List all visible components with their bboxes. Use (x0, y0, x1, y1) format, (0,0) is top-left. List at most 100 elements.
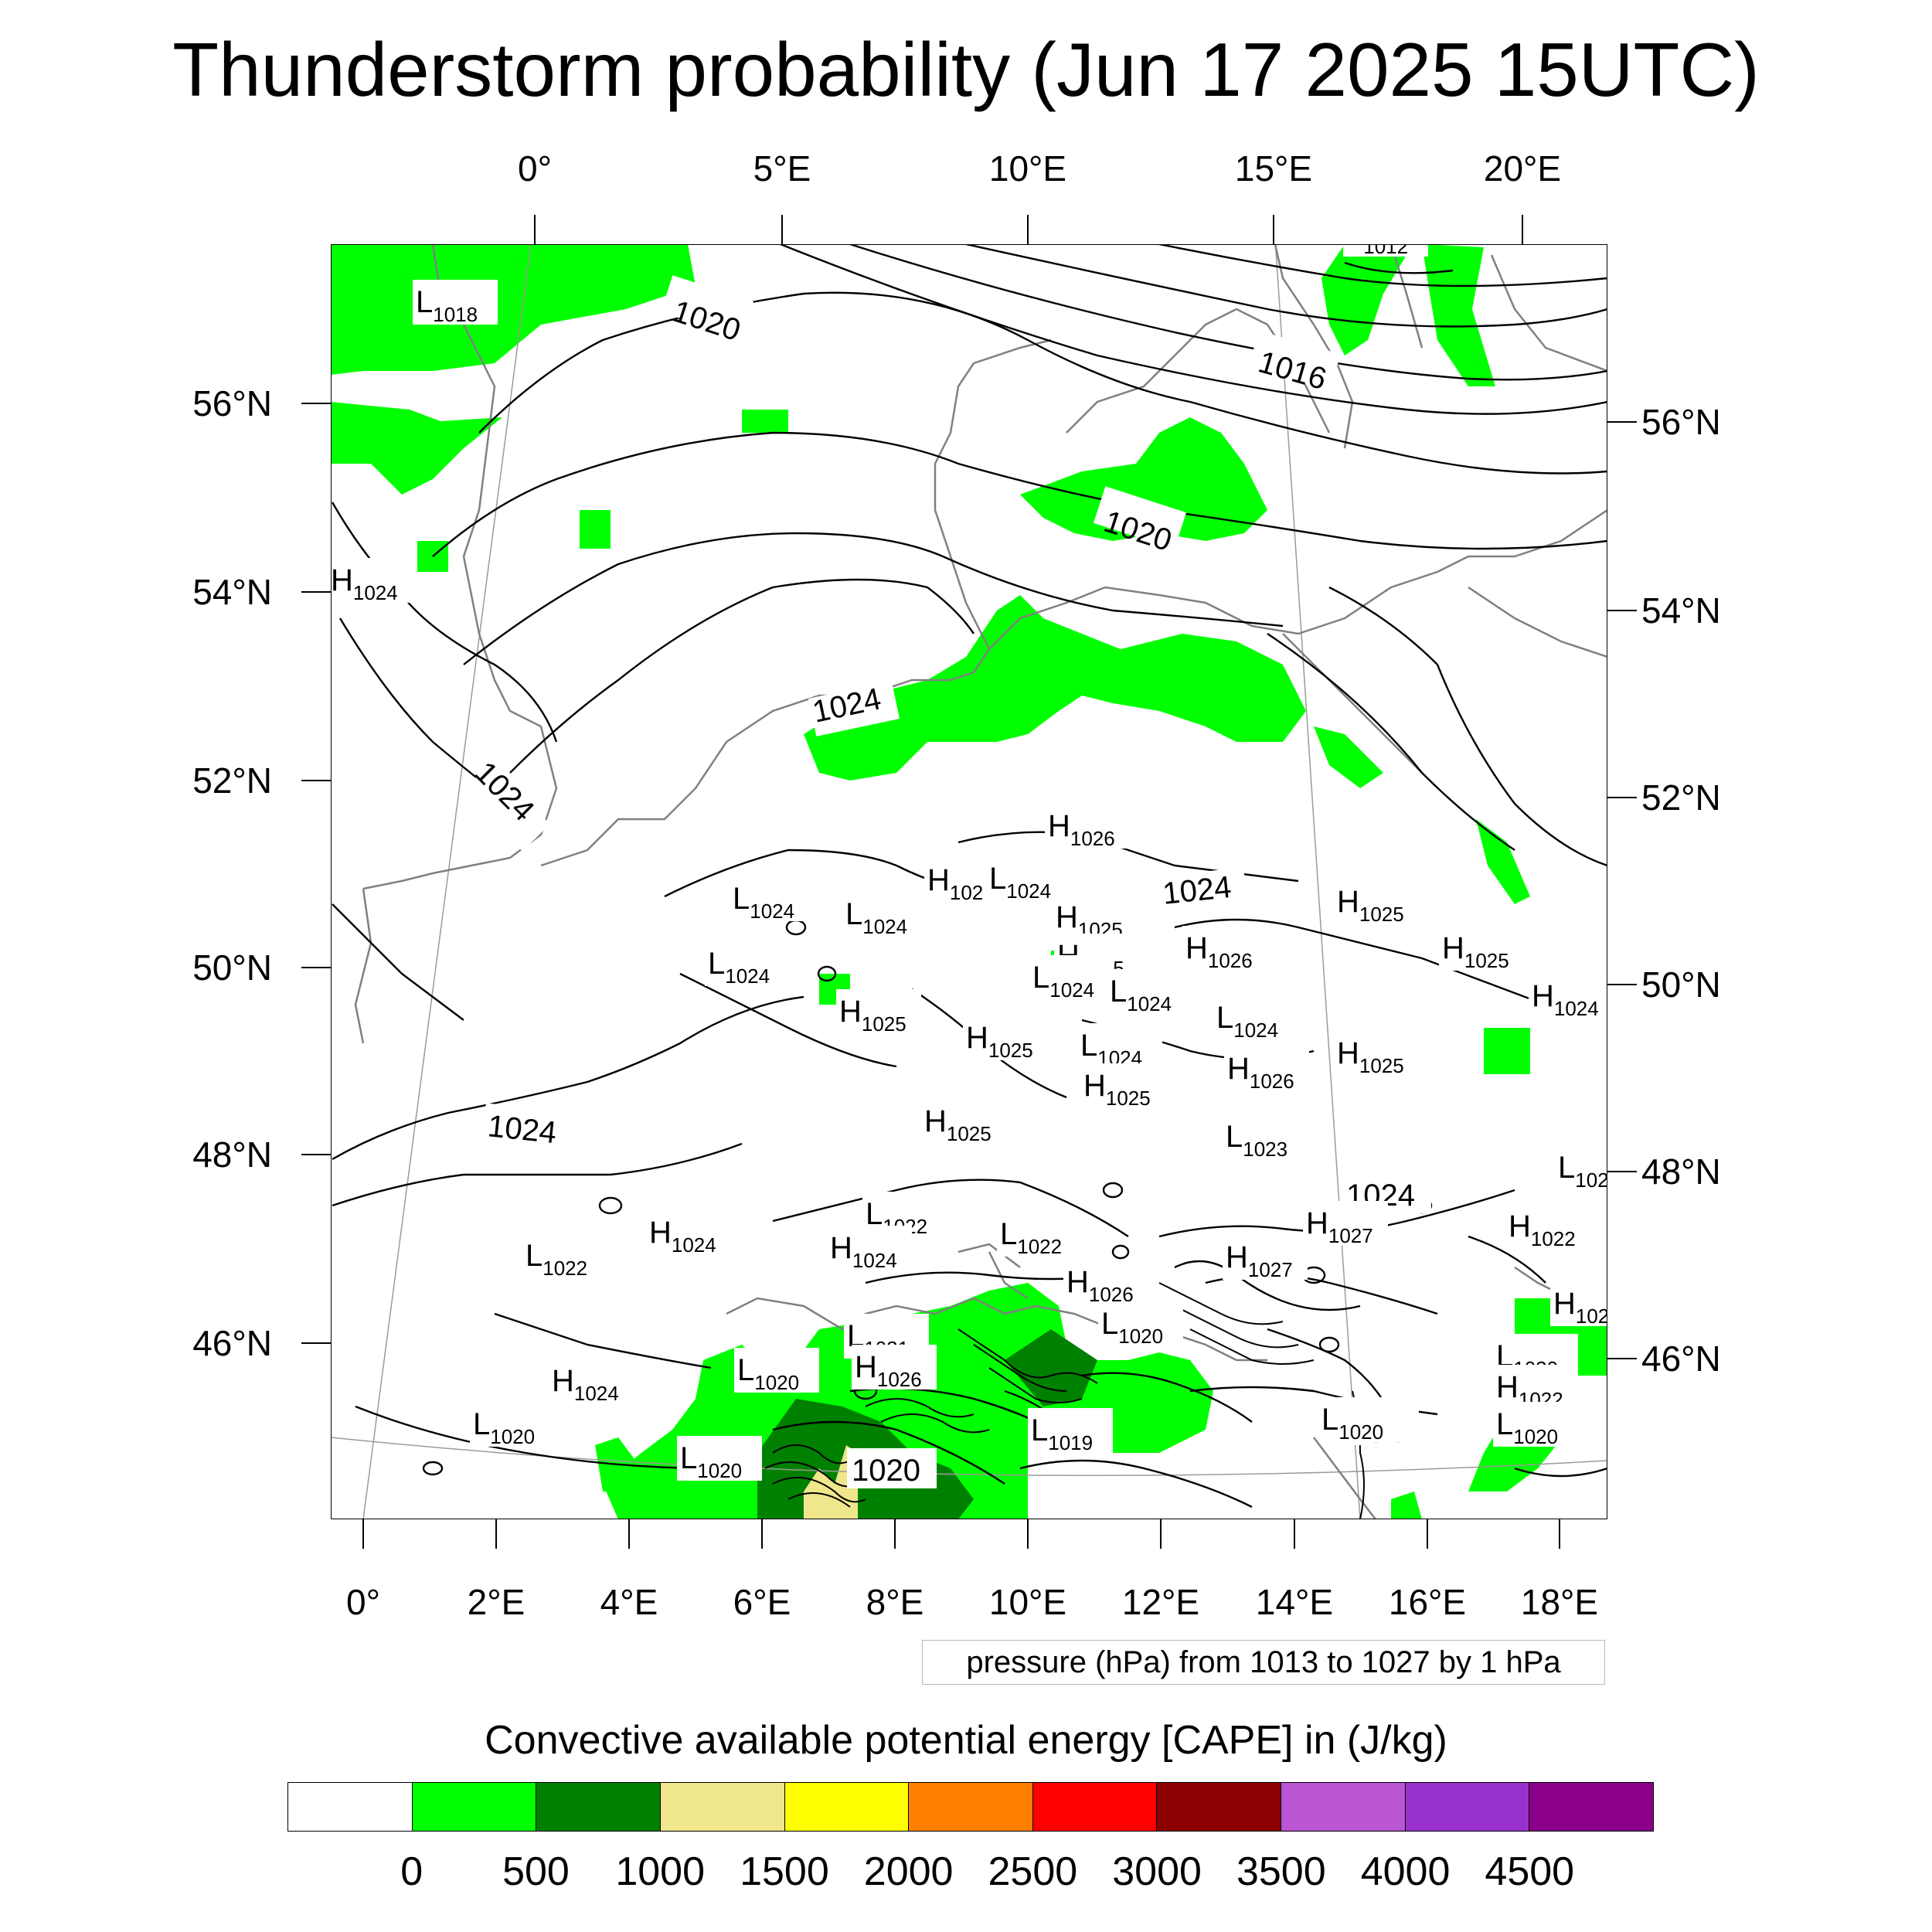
high-pressure-center: H1024 (1529, 974, 1607, 1020)
top-lon-label: 15°E (1234, 148, 1313, 189)
low-pressure-center: L1020 (1318, 1397, 1403, 1444)
left-lat-label: 50°N (192, 947, 272, 988)
high-pressure-center: H1025 (1334, 879, 1419, 926)
low-pressure-center: L1022 (997, 1212, 1082, 1258)
high-pressure-center: H1024 (549, 1359, 634, 1405)
low-pressure-center: L1020 (1098, 1301, 1183, 1348)
contour-interval-note: pressure (hPa) from 1013 to 1027 by 1 hP… (922, 1640, 1605, 1685)
isobar-label: 1024 (486, 1109, 558, 1150)
cape-area (1484, 1028, 1530, 1074)
bottom-lon-label: 0° (346, 1582, 380, 1622)
low-pressure-center: L1020 (734, 1348, 819, 1394)
bottom-lon-label: 12°E (1121, 1582, 1200, 1622)
high-pressure-center: H1024 (646, 1210, 731, 1257)
low-pressure-center: L102 (1555, 1145, 1607, 1192)
top-lon-label: 5°E (753, 148, 811, 189)
bottom-lon-label: 18°E (1520, 1582, 1599, 1622)
cape-area (1391, 1492, 1422, 1519)
right-lat-label: 50°N (1641, 964, 1721, 1005)
bottom-lon-label: 4°E (600, 1582, 658, 1622)
cape-area (742, 410, 788, 433)
right-lat-label: 56°N (1641, 402, 1721, 442)
left-lat-label: 54°N (192, 572, 272, 612)
pressure-center-label: L1012 (1346, 217, 1408, 258)
colorbar-swatch (1157, 1783, 1282, 1831)
cape-area (1020, 417, 1267, 541)
colorbar-tick-label: 2500 (988, 1849, 1078, 1894)
isobar-label: 1020 (852, 1454, 920, 1488)
colorbar-swatch (1281, 1783, 1406, 1831)
cape-area (331, 244, 696, 375)
low-pressure-center: L1024 (986, 856, 1071, 903)
colorbar-swatch (536, 1783, 661, 1831)
top-lon-label: 10°E (988, 148, 1067, 189)
cape-area (1321, 244, 1406, 355)
left-lat-label: 52°N (192, 760, 272, 801)
left-lat-label: 48°N (192, 1134, 272, 1175)
bottom-lon-label: 16°E (1388, 1582, 1467, 1622)
high-pressure-center: H1025 (1334, 1031, 1419, 1077)
colorbar-tick-label: 2000 (863, 1849, 954, 1894)
low-pressure-center: L1012 (1343, 217, 1428, 258)
low-pressure-center: L1024 (705, 941, 790, 988)
coastlines (354, 244, 1607, 1519)
cape-area (1005, 1329, 1097, 1406)
high-pressure-center: H1026 (852, 1345, 937, 1391)
high-pressure-center: H1024 (331, 558, 413, 604)
low-pressure-center: L1024 (1077, 1023, 1162, 1070)
bottom-lon-label: 14°E (1255, 1582, 1334, 1622)
low-pressure-center: L1018 (413, 280, 498, 326)
cape-area (1314, 726, 1383, 788)
colorbar-swatch (1032, 1783, 1158, 1831)
colorbar-tick-label: 3500 (1236, 1849, 1326, 1894)
colorbar-swatch (1529, 1783, 1654, 1831)
colorbar-swatch (660, 1783, 785, 1831)
high-pressure-center: H1025 (1080, 1063, 1165, 1110)
colorbar-swatch (1405, 1783, 1530, 1831)
low-pressure-center: L1024 (730, 876, 815, 923)
right-lat-label: 52°N (1641, 777, 1721, 818)
low-pressure-center: L1023 (1223, 1114, 1308, 1161)
low-pressure-center: L1024 (1107, 969, 1192, 1015)
colorbar-tick-label: 500 (502, 1849, 570, 1894)
low-pressure-center: L1022 (522, 1233, 607, 1280)
high-pressure-center: H102 (1550, 1281, 1607, 1328)
colorbar-tick-label: 1500 (740, 1849, 829, 1894)
cape-area (331, 402, 502, 495)
colorbar-tick-label: 3000 (1112, 1849, 1202, 1894)
isobar-labels: 1020 1016 1020 1024 1024 1024 1024 1024 … (462, 275, 1431, 1488)
high-pressure-center: H1025 (1439, 926, 1524, 972)
high-pressure-center: H1026 (1063, 1260, 1148, 1306)
cape-area (1422, 244, 1495, 386)
low-pressure-center: L1024 (1029, 955, 1114, 1002)
left-lat-label: 46°N (192, 1323, 272, 1363)
cape-area (580, 510, 611, 549)
low-pressure-center: L1019 (1028, 1408, 1113, 1454)
high-pressure-center: H1026 (1182, 926, 1267, 972)
bottom-lon-label: 6°E (733, 1582, 791, 1622)
colorbar-swatch (288, 1783, 413, 1831)
right-lat-label: 54°N (1641, 590, 1721, 631)
low-pressure-center: L1024 (1213, 995, 1298, 1042)
high-pressure-center: H1027 (1303, 1201, 1388, 1247)
colorbar-tick-label: 0 (400, 1849, 423, 1894)
right-lat-label: 48°N (1641, 1151, 1721, 1192)
right-lat-label: 46°N (1641, 1338, 1721, 1379)
high-pressure-center: H1022 (1505, 1204, 1590, 1250)
graticule (331, 244, 1607, 1519)
isobars (331, 244, 1607, 1509)
low-pressure-center: L1020 (470, 1402, 555, 1448)
isobar-label: 1024 (1161, 870, 1233, 911)
high-pressure-center: H1027 (1223, 1235, 1308, 1281)
axis-ticks (301, 215, 1637, 1549)
colorbar-tick-label: 4000 (1360, 1849, 1451, 1894)
low-pressure-center: L1024 (842, 892, 927, 938)
high-pressure-center: H1026 (1045, 804, 1130, 850)
colorbar-swatch (412, 1783, 537, 1831)
top-lon-label: 20°E (1483, 148, 1562, 189)
high-pressure-center: H1025 (963, 1015, 1048, 1062)
low-pressure-center: L1020 (677, 1436, 762, 1482)
colorbar-tick-label: 4500 (1485, 1849, 1575, 1894)
cape-area (1476, 819, 1530, 904)
